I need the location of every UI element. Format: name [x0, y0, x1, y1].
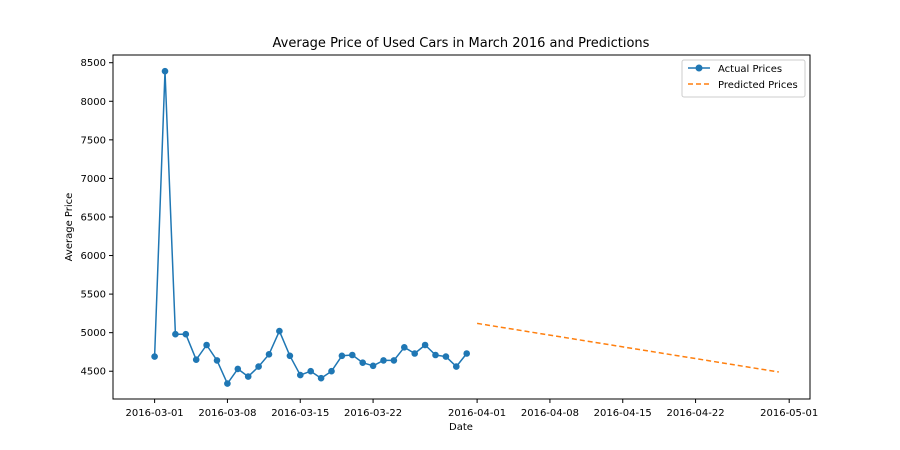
actual-prices-point	[359, 359, 367, 367]
actual-prices-point	[161, 67, 169, 75]
actual-prices-point	[432, 351, 439, 359]
y-tick-label: 5000	[81, 328, 106, 339]
x-tick-label: 2016-03-01	[126, 408, 184, 419]
x-tick-label: 2016-04-22	[667, 408, 725, 419]
series-layer	[151, 67, 779, 387]
y-tick-label: 6500	[81, 212, 106, 223]
y-tick-label: 4500	[81, 367, 106, 378]
x-axis-label: Date	[449, 422, 473, 433]
chart-title: Average Price of Used Cars in March 2016…	[273, 36, 650, 51]
predicted-prices-line	[476, 322, 779, 373]
y-tick-label: 7500	[81, 135, 106, 146]
actual-prices-point	[390, 357, 398, 364]
actual-prices-point	[421, 341, 429, 349]
legend: Actual Prices Predicted Prices	[681, 59, 806, 98]
legend-actual-label: Actual Prices	[718, 64, 782, 75]
actual-prices-point	[328, 367, 335, 375]
y-axis: 4500 5000 5500 6000 6500 7000 7500 8000 8500	[81, 58, 113, 378]
actual-prices-point	[182, 330, 190, 338]
actual-prices-point	[380, 357, 387, 364]
actual-prices-point	[151, 353, 158, 360]
x-tick-label: 2016-03-08	[198, 408, 256, 419]
actual-prices-point	[369, 362, 377, 370]
actual-prices-point	[255, 363, 262, 370]
x-tick-label: 2016-05-01	[760, 408, 818, 419]
legend-box	[681, 59, 806, 98]
y-tick-label: 7000	[81, 174, 106, 185]
actual-prices-point	[349, 351, 356, 359]
x-tick-label: 2016-03-15	[271, 408, 329, 419]
x-axis: 2016-03-01 2016-03-08 2016-03-15 2016-03-22…	[126, 399, 818, 419]
actual-prices-point	[286, 352, 294, 360]
legend-actual-marker	[695, 64, 703, 72]
actual-prices-point	[276, 327, 283, 335]
actual-prices-point	[172, 330, 179, 338]
actual-prices-point	[203, 341, 210, 349]
y-tick-label: 8000	[81, 97, 106, 108]
y-axis-label: Average Price	[64, 193, 75, 262]
actual-prices-point	[453, 363, 460, 370]
legend-predicted-label: Predicted Prices	[718, 80, 798, 91]
actual-prices-point	[265, 351, 273, 358]
actual-prices-point	[307, 367, 315, 375]
x-tick-label: 2016-03-22	[344, 408, 402, 419]
actual-prices-point	[411, 350, 419, 357]
actual-prices-point	[401, 344, 408, 351]
x-tick-label: 2016-04-15	[594, 408, 652, 419]
actual-prices-point	[463, 350, 471, 357]
y-tick-label: 8500	[81, 58, 106, 69]
actual-prices-point	[234, 365, 242, 373]
x-tick-label: 2016-04-08	[521, 408, 579, 419]
y-tick-label: 5500	[81, 290, 106, 301]
actual-prices-point	[192, 356, 200, 364]
actual-prices-point	[297, 371, 304, 379]
actual-prices-point	[213, 357, 221, 364]
actual-prices-point	[244, 373, 252, 380]
x-tick-label: 2016-04-01	[448, 408, 506, 419]
actual-prices-point	[442, 353, 450, 360]
actual-prices-point	[317, 374, 325, 382]
y-tick-label: 6000	[81, 251, 106, 262]
plot-frame	[112, 54, 811, 400]
actual-prices-point	[224, 380, 231, 387]
actual-prices-point	[338, 352, 346, 360]
